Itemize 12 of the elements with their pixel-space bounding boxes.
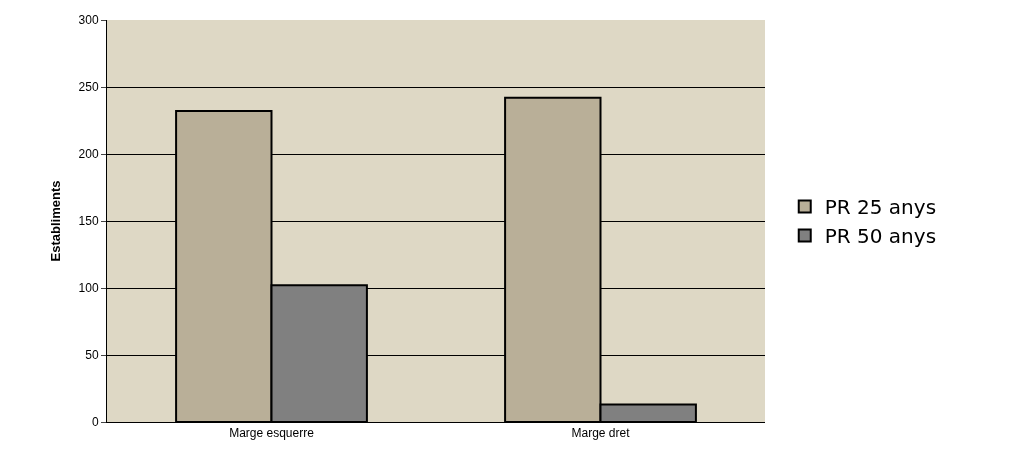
x-tick-label: Marge dret [571, 426, 631, 441]
y-tick-label: 150 [78, 214, 99, 229]
y-tick-label: 100 [78, 281, 99, 296]
y-tick-label: 0 [91, 415, 99, 430]
y-axis-title: Establiments [47, 180, 63, 262]
y-tick-label: 200 [78, 147, 99, 162]
y-tick-label: 250 [78, 80, 99, 95]
legend-label: PR 25 anys [824, 195, 937, 220]
y-tick-label: 50 [85, 348, 99, 363]
y-tick-label: 300 [78, 13, 99, 28]
x-tick-label: Marge esquerre [229, 426, 315, 441]
legend-label: PR 50 anys [824, 224, 937, 249]
